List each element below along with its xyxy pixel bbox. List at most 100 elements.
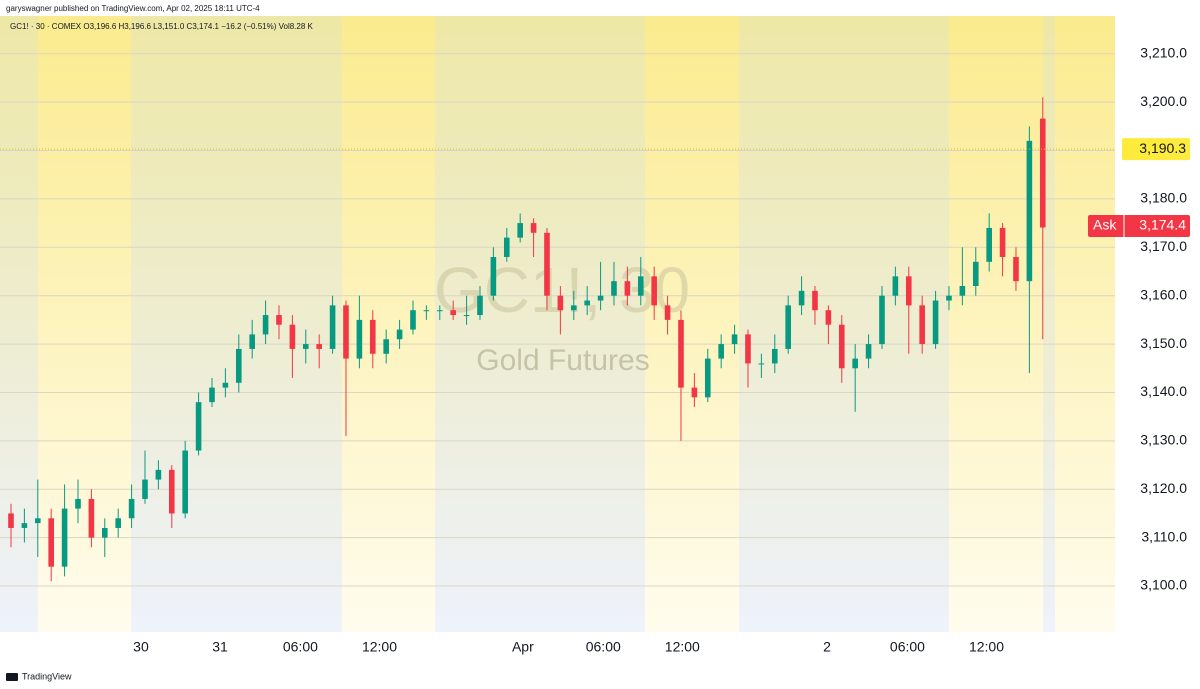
plot: [0, 53, 1115, 587]
candle-body: [1013, 256, 1019, 282]
candle-body: [704, 358, 711, 398]
candle-body: [718, 344, 724, 359]
ask-tag: [1088, 215, 1190, 238]
candle-body: [892, 276, 899, 296]
candle-body: [195, 402, 202, 451]
candle-body: [168, 469, 175, 514]
candle-body: [115, 518, 121, 528]
x-tick-label: 06:00: [890, 639, 925, 655]
x-tick-label: 2: [823, 639, 831, 655]
candle-body: [249, 334, 255, 349]
watermark-symbol: GC1!, 30: [434, 254, 690, 326]
candle-body: [222, 382, 229, 388]
candle-body: [798, 290, 805, 306]
candle-body: [771, 348, 778, 364]
candle-body: [597, 295, 604, 301]
candle-body: [1026, 140, 1033, 282]
candle-body: [396, 329, 403, 340]
y-tick-label: 3,170.0: [1140, 238, 1187, 254]
ask-name: Ask: [1093, 217, 1117, 233]
candle-body: [383, 339, 389, 354]
y-tick-label: 3,160.0: [1140, 286, 1187, 302]
y-tick-label: 3,150.0: [1140, 335, 1187, 351]
candle-body: [865, 344, 872, 359]
candle-body: [624, 281, 631, 296]
candle-body: [557, 295, 564, 311]
candle-body: [369, 319, 376, 354]
x-tick-label: 12:00: [362, 639, 397, 655]
credit: garyswagner published on TradingView.com…: [6, 4, 260, 13]
candle-body: [530, 223, 537, 233]
candle-body: [88, 498, 95, 538]
candle-body: [972, 261, 979, 287]
candle-body: [182, 450, 188, 514]
candle-body: [946, 295, 952, 301]
candle-body: [745, 334, 751, 364]
candle-body: [450, 310, 456, 316]
candle-body: [343, 305, 349, 359]
ask-label: 3,174.4: [1139, 217, 1186, 233]
y-tick-label: 3,100.0: [1140, 577, 1187, 593]
candle-body: [919, 305, 925, 345]
candle-body: [503, 237, 510, 257]
x-tick-label: 31: [212, 639, 228, 655]
candle-body: [611, 281, 617, 296]
candle-body: [664, 305, 671, 320]
candle-body: [276, 315, 282, 325]
candle-body: [999, 227, 1006, 257]
y-tick-label: 3,200.0: [1140, 93, 1187, 109]
candle-body: [758, 363, 765, 365]
y-tick-label: 3,120.0: [1140, 480, 1187, 496]
y-tick-label: 3,180.0: [1140, 190, 1187, 206]
candle-body: [302, 344, 309, 349]
last-price-tag: [1122, 138, 1190, 161]
candle-body: [637, 276, 644, 296]
candle-body: [959, 286, 966, 296]
y-tick-label: 3,110.0: [1141, 528, 1187, 544]
watermark-name: Gold Futures: [476, 344, 649, 377]
candle-body: [356, 319, 363, 359]
candle-body: [410, 310, 416, 330]
candle-body: [436, 310, 443, 312]
y-tick-label: 3,210.0: [1140, 44, 1187, 60]
y-tick-label: 3,140.0: [1140, 383, 1187, 399]
x-tick-label: 06:00: [586, 639, 621, 655]
candle-body: [852, 358, 858, 369]
candle-body: [570, 305, 577, 311]
candle-body: [142, 479, 148, 499]
logo: [6, 673, 18, 681]
x-tick-label: 06:00: [283, 639, 318, 655]
candle-body: [209, 387, 215, 403]
candle-body: [21, 523, 28, 528]
candle-body: [48, 518, 54, 567]
candle-body: [262, 315, 269, 335]
candle-body: [678, 319, 684, 388]
x-tick-label: Apr: [512, 639, 534, 655]
candle-body: [785, 305, 791, 349]
candle-body: [34, 518, 41, 524]
session-bands: [0, 16, 1115, 632]
candle-body: [329, 305, 336, 349]
candle-body: [235, 348, 242, 383]
x-tick-label: 12:00: [665, 639, 700, 655]
x-tick-label: 12:00: [969, 639, 1004, 655]
candle-body: [155, 469, 162, 480]
candle-body: [584, 300, 590, 306]
candle-body: [544, 232, 550, 296]
candle-body: [691, 387, 698, 398]
candle-body: [289, 324, 296, 349]
candle-body: [463, 315, 470, 317]
candle-body: [812, 290, 818, 311]
y-tick-label: 3,130.0: [1140, 432, 1187, 448]
candle-body: [517, 223, 523, 238]
candle-body: [423, 310, 430, 312]
candle-body: [101, 527, 108, 538]
candle-body: [731, 334, 738, 345]
legend: GC1! · 30 · COMEX O3,196.6 H3,196.6 L3,1…: [10, 22, 314, 31]
candle-body: [1039, 118, 1046, 228]
footer: TradingView: [22, 671, 72, 681]
candle-body: [905, 276, 912, 306]
candle-body: [490, 256, 497, 296]
candle-body: [128, 498, 135, 519]
